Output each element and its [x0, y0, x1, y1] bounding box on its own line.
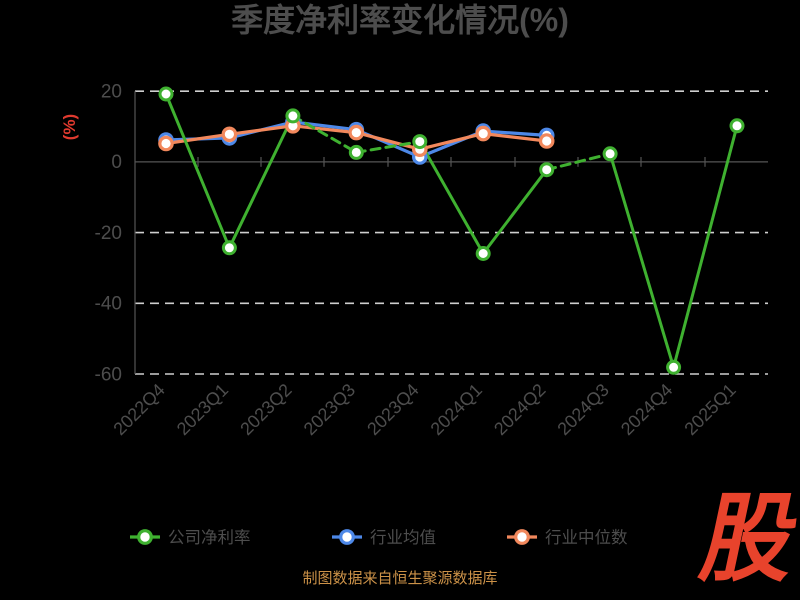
svg-text:季度净利率变化情况(%): 季度净利率变化情况(%) [231, 2, 569, 38]
svg-text:公司净利率: 公司净利率 [168, 528, 251, 547]
svg-text:0: 0 [111, 152, 122, 173]
svg-text:制图数据来自恒生聚源数据库: 制图数据来自恒生聚源数据库 [302, 570, 497, 587]
svg-text:行业中位数: 行业中位数 [545, 528, 628, 547]
svg-text:(%): (%) [60, 114, 79, 140]
svg-text:20: 20 [101, 82, 122, 103]
svg-text:-40: -40 [95, 294, 122, 315]
svg-text:行业均值: 行业均值 [370, 528, 436, 547]
svg-text:-20: -20 [95, 223, 122, 244]
svg-text:-60: -60 [95, 365, 122, 386]
